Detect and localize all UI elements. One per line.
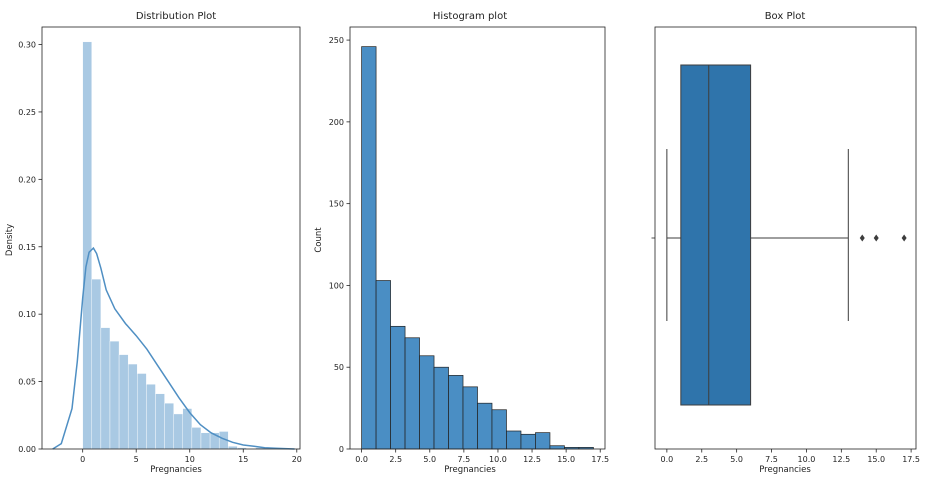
histogram-bar <box>361 46 377 450</box>
distribution-plot-xtick-label: 10 <box>185 455 195 464</box>
distribution-plot-title: Distribution Plot <box>136 11 216 22</box>
distribution-bar <box>91 278 102 450</box>
box-iqr <box>680 64 752 406</box>
distribution-plot-ytick-label: 0.15 <box>18 243 36 252</box>
box-plot-xtick-label: 5.0 <box>730 455 743 464</box>
histogram-plot-ytick-label: 100 <box>329 281 344 290</box>
histogram-plot-ytick-label: 250 <box>329 36 344 45</box>
histogram-bar <box>477 402 493 450</box>
distribution-bar <box>164 402 174 450</box>
distribution-plot-xtick-label: 15 <box>238 455 248 464</box>
histogram-plot-xtick-label: 5.0 <box>423 455 436 464</box>
distribution-bar <box>228 446 238 450</box>
distribution-bar <box>100 327 111 450</box>
histogram-plot-xtick-label: 12.5 <box>523 455 541 464</box>
histogram-plot-title: Histogram plot <box>433 11 507 22</box>
distribution-bar <box>173 413 183 450</box>
histogram-bar <box>462 386 478 450</box>
distribution-bar <box>82 41 92 450</box>
histogram-bar <box>520 433 536 450</box>
distribution-plot-frame <box>41 26 301 450</box>
kde-curve <box>52 246 295 450</box>
distribution-bar <box>109 340 120 450</box>
histogram-bar <box>390 325 406 450</box>
histogram-plot-frame <box>349 26 606 450</box>
distribution-bar <box>137 373 147 450</box>
histogram-bars <box>361 46 594 450</box>
distribution-bar <box>200 432 211 450</box>
distribution-bar <box>118 354 129 450</box>
distribution-bar <box>155 393 165 450</box>
distribution-plot-xtick-label: 0 <box>80 455 85 464</box>
box-outlier <box>859 234 865 242</box>
histogram-plot-xtick-label: 17.5 <box>591 455 609 464</box>
box-plot-title: Box Plot <box>765 11 806 22</box>
histogram-bar <box>549 445 565 450</box>
histogram-plot-xtick-label: 2.5 <box>389 455 402 464</box>
distribution-plot-ytick-label: 0.00 <box>18 445 36 454</box>
box-outlier <box>901 234 907 242</box>
box-outlier <box>873 234 879 242</box>
distribution-bar <box>191 427 202 450</box>
box-plot-xtick-label: 0.0 <box>660 455 673 464</box>
box-plot-panel: Box Plot Pregnancies 0.0 2.5 5.0 7.5 10.0 12.… <box>651 11 920 475</box>
histogram-plot-xtick-label: 15.0 <box>557 455 575 464</box>
distribution-bars <box>82 41 265 450</box>
distribution-plot-ytick-label: 0.25 <box>18 108 36 117</box>
distribution-plot-xtick-label: 20 <box>292 455 302 464</box>
histogram-bar <box>404 337 420 450</box>
box-plot-xtick-label: 12.5 <box>832 455 850 464</box>
histogram-plot-ytick-label: 200 <box>329 118 344 127</box>
box-plot-xtick-label: 10.0 <box>798 455 816 464</box>
histogram-plot-ytick-label: 0 <box>339 445 344 454</box>
distribution-plot-xtick-label: 5 <box>134 455 139 464</box>
distribution-plot-panel: Distribution Plot Pregnancies Density 0 5… <box>5 11 302 475</box>
box-plot-xtick-label: 15.0 <box>867 455 885 464</box>
histogram-plot-ytick-label: 50 <box>334 363 344 372</box>
box-plot-xtick-label: 7.5 <box>765 455 778 464</box>
distribution-plot-ytick-label: 0.20 <box>18 175 36 184</box>
histogram-bar <box>419 355 435 450</box>
histogram-plot-panel: Histogram plot Pregnancies Count 0.0 2.5 5… <box>314 11 609 475</box>
distribution-plot-ylabel: Density <box>5 224 15 256</box>
histogram-plot-xlabel: Pregnancies <box>444 465 496 475</box>
distribution-bar <box>127 363 138 450</box>
distribution-bar <box>146 384 156 450</box>
histogram-plot-xtick-label: 7.5 <box>457 455 470 464</box>
histogram-bar <box>433 366 449 450</box>
distribution-plot-ytick-label: 0.10 <box>18 310 36 319</box>
histogram-bar <box>535 432 551 450</box>
histogram-plot-xtick-label: 10.0 <box>489 455 507 464</box>
distribution-plot-xlabel: Pregnancies <box>150 465 202 475</box>
distribution-plot-ytick-label: 0.30 <box>18 41 36 50</box>
box-plot-xtick-label: 2.5 <box>695 455 708 464</box>
histogram-bar <box>506 430 522 450</box>
histogram-bar <box>375 280 391 450</box>
box-plot-xtick-label: 17.5 <box>902 455 920 464</box>
histogram-plot-ylabel: Count <box>314 227 324 253</box>
histogram-plot-xtick-label: 0.0 <box>355 455 368 464</box>
histogram-plot-ytick-label: 150 <box>329 200 344 209</box>
box-plot-xlabel: Pregnancies <box>759 465 811 475</box>
distribution-plot-ytick-label: 0.05 <box>18 378 36 387</box>
histogram-bar <box>448 375 464 450</box>
histogram-bar <box>491 409 507 450</box>
